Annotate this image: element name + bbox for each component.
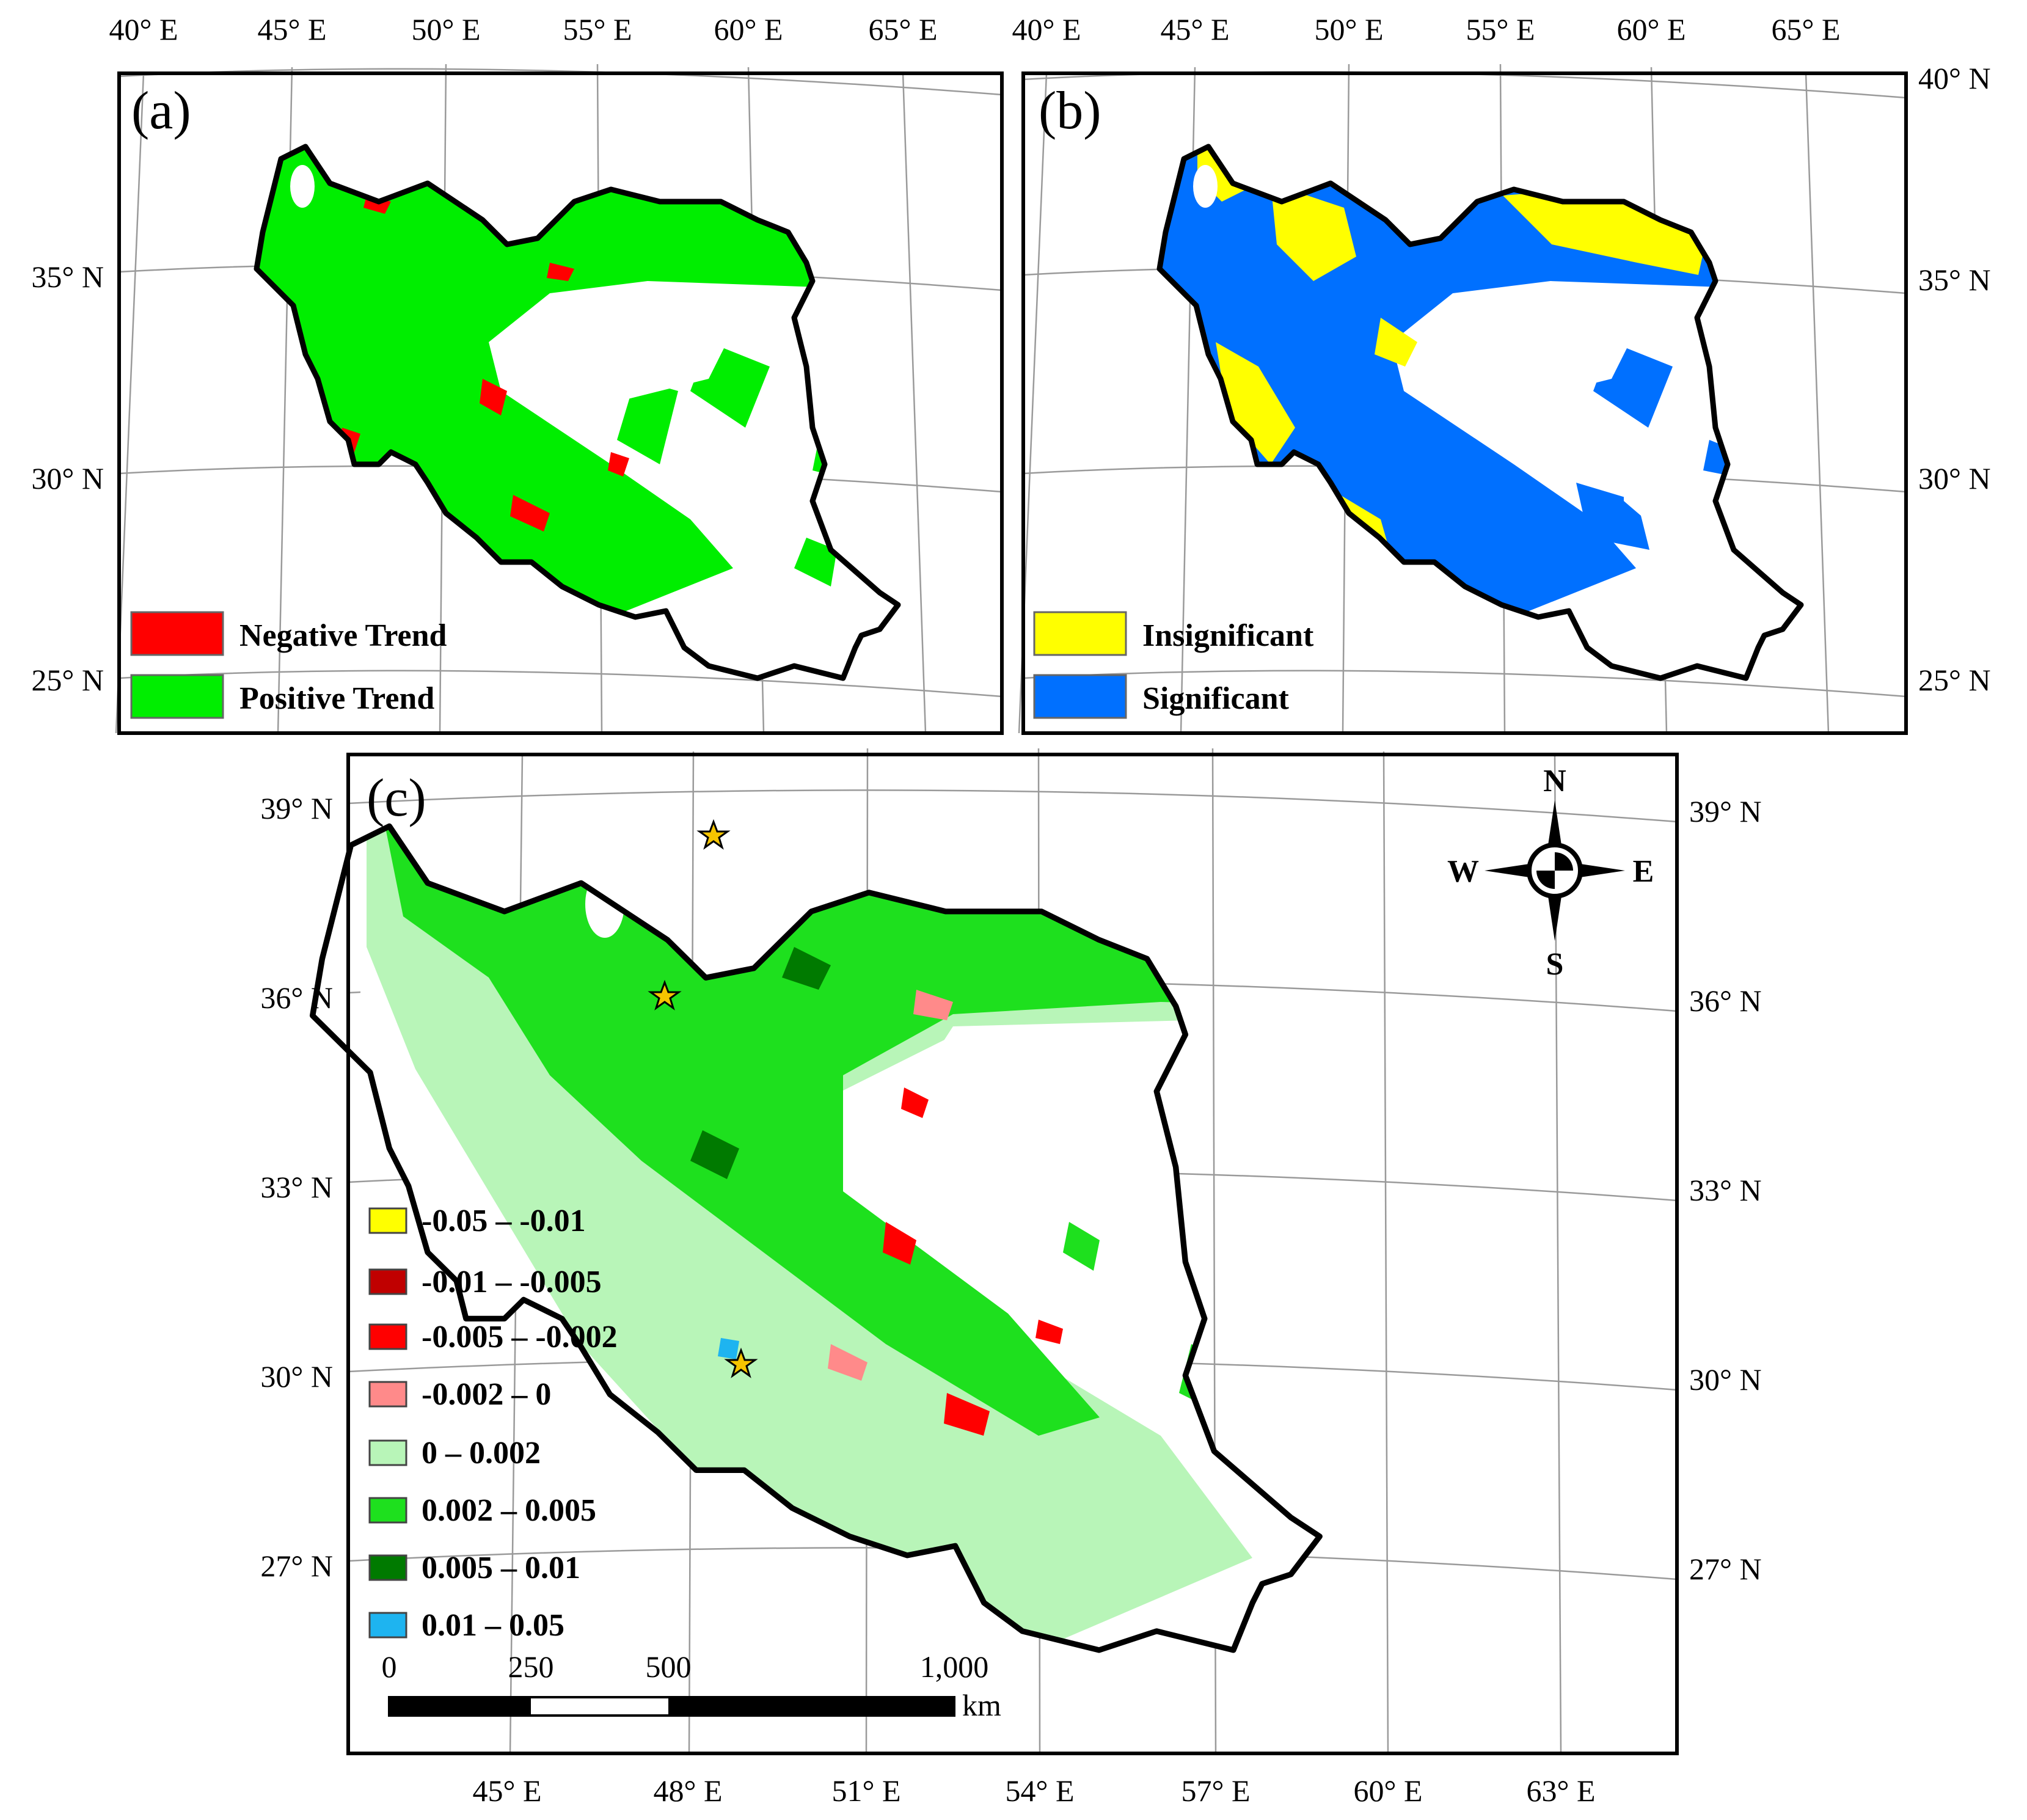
legend-swatch <box>368 1497 407 1524</box>
lon-label: 45° E <box>1160 12 1229 46</box>
panel-a: 40° E 45° E 50° E 55° E 60° E 65° E 35° … <box>31 12 1004 735</box>
legend-label: -0.002 – 0 <box>422 1377 551 1412</box>
lat-label: 30° N <box>31 461 104 495</box>
legend-swatch <box>368 1554 407 1581</box>
station-star-marker <box>696 819 731 850</box>
lat-label: 36° N <box>1689 984 1762 1018</box>
panel-c-letter: (c) <box>367 769 426 828</box>
north-label: N <box>1543 764 1566 799</box>
lon-label: 65° E <box>1771 12 1840 46</box>
lat-label: 27° N <box>260 1549 333 1583</box>
panel-a-legend: Negative Trend Positive Trend <box>130 611 447 719</box>
lon-label: 65° E <box>868 12 937 46</box>
panel-a-lat-labels: 35° N 30° N 25° N <box>31 260 104 697</box>
scale-bar-tick-label: 500 <box>646 1650 692 1684</box>
legend-label-insignificant: Insignificant <box>1142 618 1314 653</box>
legend-swatch-insignificant <box>1033 611 1127 656</box>
lon-label: 57° E <box>1181 1774 1250 1808</box>
legend-swatch <box>368 1268 407 1295</box>
lon-label: 45° E <box>257 12 326 46</box>
legend-label-significant: Significant <box>1142 681 1289 716</box>
lat-label: 39° N <box>1689 794 1762 828</box>
scale-bar: 0 250 500 1,000 km <box>382 1650 1002 1722</box>
west-label: W <box>1447 854 1479 889</box>
scale-bar-unit: km <box>962 1688 1001 1722</box>
lat-label: 33° N <box>1689 1173 1762 1207</box>
panel-a-frame <box>117 71 1004 735</box>
legend-label-negative-trend: Negative Trend <box>239 618 447 653</box>
station-star-marker <box>724 1347 758 1378</box>
lat-label: 35° N <box>1918 263 1991 297</box>
lat-label: 40° N <box>1918 61 1991 95</box>
north-arrow: N S W E <box>1447 764 1654 982</box>
panel-b-legend: Insignificant Significant <box>1033 611 1314 719</box>
legend-label: 0.002 – 0.005 <box>422 1493 596 1528</box>
legend-swatch <box>368 1323 407 1350</box>
legend-swatch-significant <box>1033 674 1127 719</box>
scale-bar-tick-label: 250 <box>508 1650 554 1684</box>
lon-label: 40° E <box>1012 12 1081 46</box>
legend-label: 0 – 0.002 <box>422 1436 541 1471</box>
lat-label: 36° N <box>260 981 333 1015</box>
lon-label: 55° E <box>1466 12 1535 46</box>
lon-label: 60° E <box>1353 1774 1422 1808</box>
lat-label: 35° N <box>31 260 104 294</box>
east-label: E <box>1633 854 1654 889</box>
legend-swatch <box>368 1612 407 1639</box>
lon-label: 63° E <box>1526 1774 1595 1808</box>
legend-swatch-negative-trend <box>130 611 224 656</box>
lat-label: 39° N <box>260 791 333 825</box>
lat-label: 30° N <box>1918 461 1991 495</box>
legend-swatch <box>368 1381 407 1408</box>
panel-c-frame <box>346 753 1679 1755</box>
lon-label: 60° E <box>1616 12 1686 46</box>
lat-label: 33° N <box>260 1170 333 1204</box>
lon-label: 51° E <box>831 1774 900 1808</box>
legend-label: 0.01 – 0.05 <box>422 1608 564 1643</box>
scale-bar-tick-label: 1,000 <box>920 1650 989 1684</box>
panel-c: 39° N 36° N 33° N 30° N 27° N 39° N 36° … <box>260 748 1762 1808</box>
lat-label: 30° N <box>260 1359 333 1394</box>
panel-b-frame <box>1021 71 1908 735</box>
lon-label: 55° E <box>563 12 632 46</box>
panel-c-legend: -0.05 – -0.01 -0.01 – -0.005 -0.005 – -0… <box>368 1204 618 1643</box>
panel-c-lat-labels-right: 39° N 36° N 33° N 30° N 27° N <box>1689 794 1762 1586</box>
panel-a-lon-labels: 40° E 45° E 50° E 55° E 60° E 65° E <box>109 12 937 46</box>
panel-b-lat-labels: 40° N 35° N 30° N 25° N <box>1918 61 1991 697</box>
south-label: S <box>1546 947 1564 982</box>
panel-b-lon-labels: 40° E 45° E 50° E 55° E 60° E 65° E <box>1012 12 1840 46</box>
legend-swatch <box>368 1207 407 1234</box>
lat-label: 30° N <box>1689 1362 1762 1397</box>
scale-bar-tick-label: 0 <box>382 1650 397 1684</box>
lon-label: 40° E <box>109 12 178 46</box>
panel-b-raster <box>1160 147 1801 678</box>
legend-label: 0.005 – 0.01 <box>422 1551 580 1585</box>
panel-c-lon-labels: 45° E 48° E 51° E 54° E 57° E 60° E 63° … <box>472 1774 1595 1808</box>
lon-label: 50° E <box>411 12 480 46</box>
lon-label: 54° E <box>1005 1774 1074 1808</box>
panel-a-letter: (a) <box>131 81 191 141</box>
lat-label: 25° N <box>31 663 104 697</box>
legend-label-positive-trend: Positive Trend <box>239 681 434 716</box>
lat-label: 25° N <box>1918 663 1991 697</box>
panel-a-raster <box>257 147 898 678</box>
panel-c-lat-labels-left: 39° N 36° N 33° N 30° N 27° N <box>260 791 333 1583</box>
legend-label: -0.05 – -0.01 <box>422 1204 586 1238</box>
panel-b-letter: (b) <box>1039 81 1101 141</box>
lon-label: 45° E <box>472 1774 541 1808</box>
lon-label: 48° E <box>653 1774 722 1808</box>
legend-label: -0.01 – -0.005 <box>422 1265 602 1299</box>
lon-label: 60° E <box>714 12 783 46</box>
legend-swatch <box>368 1439 407 1466</box>
station-markers <box>648 819 758 1378</box>
station-star-marker <box>648 979 682 1011</box>
legend-swatch-positive-trend <box>130 674 224 719</box>
lon-label: 50° E <box>1314 12 1383 46</box>
panel-b: 40° E 45° E 50° E 55° E 60° E 65° E 40° … <box>1012 12 1991 735</box>
legend-label: -0.005 – -0.002 <box>422 1320 618 1354</box>
lat-label: 27° N <box>1689 1552 1762 1586</box>
